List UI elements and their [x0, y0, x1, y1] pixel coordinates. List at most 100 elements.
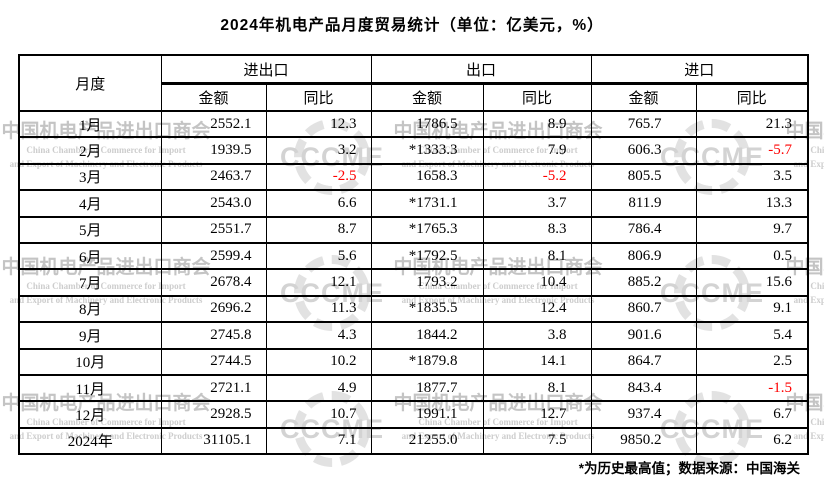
value-cell-ie_amount: 2745.8 — [160, 321, 267, 350]
value-cell-im_yoy: 21.3 — [695, 109, 809, 139]
table-body: 1月 2552.1 12.3 1786.5 8.9 765.7 21.3 2月 1939.5 3.… — [18, 109, 809, 456]
page-title: 2024年机电产品月度贸易统计（单位：亿美元，%） — [220, 17, 604, 34]
value-cell-ie_amount: 2678.4 — [160, 268, 267, 297]
value-cell-im_yoy: 2.5 — [695, 347, 809, 376]
month-cell: 7月 — [18, 268, 162, 297]
value-cell-im_amount: 805.5 — [590, 162, 697, 192]
value-cell-ex_yoy: 3.7 — [482, 189, 592, 218]
value-cell-im_amount: 885.2 — [590, 268, 697, 297]
group-header-row: 月度 进出口 出口 进口 — [18, 54, 809, 112]
value-cell-im_yoy: 13.3 — [695, 189, 809, 218]
value-cell-ie_yoy: 10.2 — [265, 347, 372, 376]
value-cell-ex_yoy: 10.4 — [482, 268, 592, 297]
value-cell-ex_amount: 1991.1 — [370, 400, 484, 429]
value-cell-im_yoy: -1.5 — [695, 373, 809, 403]
value-cell-ie_amount: 2721.1 — [160, 373, 267, 403]
value-cell-im_amount: 9850.2 — [590, 426, 697, 456]
value-cell-ie_amount: 2744.5 — [160, 347, 267, 376]
value-cell-ie_yoy: 5.6 — [265, 241, 372, 271]
value-cell-im_yoy: 9.7 — [695, 215, 809, 244]
subheader-import-amount: 金额 — [590, 82, 697, 112]
value-cell-im_amount: 864.7 — [590, 347, 697, 376]
month-cell: 6月 — [18, 241, 162, 271]
month-cell: 12月 — [18, 400, 162, 429]
value-cell-im_yoy: 5.4 — [695, 321, 809, 350]
month-column-header: 月度 — [18, 54, 162, 112]
value-cell-ie_amount: 2928.5 — [160, 400, 267, 429]
value-cell-ex_amount: 1793.2 — [370, 268, 484, 297]
table-row: 1月 2552.1 12.3 1786.5 8.9 765.7 21.3 — [18, 109, 809, 139]
value-cell-ex_amount: 1786.5 — [370, 109, 484, 139]
group-header-import-export: 进出口 — [160, 54, 372, 85]
value-cell-ie_amount: 2551.7 — [160, 215, 267, 244]
month-cell: 1月 — [18, 109, 162, 139]
group-header-export: 出口 — [370, 54, 592, 85]
value-cell-im_yoy: 6.7 — [695, 400, 809, 429]
value-cell-ex_amount: *1333.3 — [370, 136, 484, 165]
value-cell-ex_yoy: 12.7 — [482, 400, 592, 429]
value-cell-im_amount: 901.6 — [590, 321, 697, 350]
table-row: 5月 2551.7 8.7 *1765.3 8.3 786.4 9.7 — [18, 215, 809, 244]
value-cell-ex_yoy: 3.8 — [482, 321, 592, 350]
subheader-ie-amount: 金额 — [160, 82, 267, 112]
value-cell-ex_yoy: 12.4 — [482, 294, 592, 324]
value-cell-ie_yoy: 3.2 — [265, 136, 372, 165]
value-cell-ie_yoy: 10.7 — [265, 400, 372, 429]
subheader-import-yoy: 同比 — [695, 82, 809, 112]
value-cell-ie_yoy: 8.7 — [265, 215, 372, 244]
table-row: 4月 2543.0 6.6 *1731.1 3.7 811.9 13.3 — [18, 189, 809, 218]
value-cell-ex_yoy: 7.9 — [482, 136, 592, 165]
month-cell: 2月 — [18, 136, 162, 165]
value-cell-ex_yoy: 14.1 — [482, 347, 592, 376]
value-cell-im_yoy: 0.5 — [695, 241, 809, 271]
value-cell-im_yoy: 3.5 — [695, 162, 809, 192]
value-cell-ie_yoy: 11.3 — [265, 294, 372, 324]
month-cell: 9月 — [18, 321, 162, 350]
value-cell-ie_yoy: 6.6 — [265, 189, 372, 218]
value-cell-ie_yoy: 12.1 — [265, 268, 372, 297]
value-cell-im_amount: 786.4 — [590, 215, 697, 244]
month-cell: 5月 — [18, 215, 162, 244]
trade-statistics-table: 月度 进出口 出口 进口 金额 同比 金额 同比 金额 同比 1月 2552.1 1… — [18, 54, 810, 456]
value-cell-im_amount: 860.7 — [590, 294, 697, 324]
value-cell-im_yoy: 15.6 — [695, 268, 809, 297]
value-cell-ie_amount: 2599.4 — [160, 241, 267, 271]
value-cell-im_yoy: 6.2 — [695, 426, 809, 456]
table-row-total: 2024年 31105.1 7.1 21255.0 7.5 9850.2 6.2 — [18, 426, 809, 456]
value-cell-ie_yoy: 7.1 — [265, 426, 372, 456]
value-cell-ex_amount: *1792.5 — [370, 241, 484, 271]
value-cell-ie_amount: 2696.2 — [160, 294, 267, 324]
value-cell-ex_amount: *1731.1 — [370, 189, 484, 218]
value-cell-ex_yoy: 7.5 — [482, 426, 592, 456]
table-row: 12月 2928.5 10.7 1991.1 12.7 937.4 6.7 — [18, 400, 809, 429]
value-cell-ex_amount: 1877.7 — [370, 373, 484, 403]
value-cell-im_yoy: 9.1 — [695, 294, 809, 324]
table-row: 6月 2599.4 5.6 *1792.5 8.1 806.9 0.5 — [18, 241, 809, 271]
sub-header-row: 金额 同比 金额 同比 金额 同比 — [19, 82, 809, 112]
value-cell-ex_amount: 21255.0 — [370, 426, 484, 456]
value-cell-ie_amount: 2552.1 — [160, 109, 267, 139]
table-row: 3月 2463.7 -2.5 1658.3 -5.2 805.5 3.5 — [18, 162, 809, 192]
value-cell-im_amount: 606.3 — [590, 136, 697, 165]
value-cell-ex_yoy: 8.9 — [482, 109, 592, 139]
table-row: 8月 2696.2 11.3 *1835.5 12.4 860.7 9.1 — [18, 294, 809, 324]
value-cell-ie_yoy: -2.5 — [265, 162, 372, 192]
month-cell: 4月 — [18, 189, 162, 218]
subheader-ie-yoy: 同比 — [265, 82, 372, 112]
value-cell-ie_yoy: 12.3 — [265, 109, 372, 139]
value-cell-im_amount: 765.7 — [590, 109, 697, 139]
month-cell: 10月 — [18, 347, 162, 376]
value-cell-im_amount: 806.9 — [590, 241, 697, 271]
value-cell-ex_yoy: 8.1 — [482, 373, 592, 403]
value-cell-ex_amount: *1765.3 — [370, 215, 484, 244]
value-cell-im_amount: 843.4 — [590, 373, 697, 403]
month-cell: 11月 — [18, 373, 162, 403]
table-row: 10月 2744.5 10.2 *1879.8 14.1 864.7 2.5 — [18, 347, 809, 376]
table-row: 2月 1939.5 3.2 *1333.3 7.9 606.3 -5.7 — [18, 136, 809, 165]
value-cell-ex_yoy: 8.3 — [482, 215, 592, 244]
group-header-import: 进口 — [590, 54, 809, 85]
value-cell-ie_amount: 2463.7 — [160, 162, 267, 192]
value-cell-ex_amount: *1879.8 — [370, 347, 484, 376]
